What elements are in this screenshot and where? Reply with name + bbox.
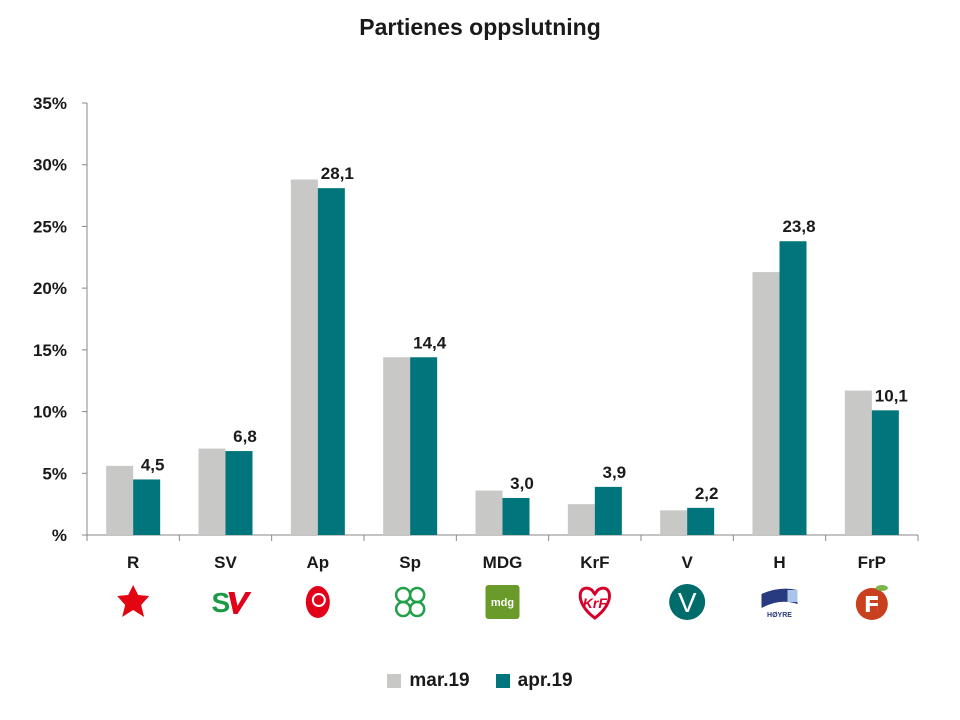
category-label: KrF: [580, 553, 609, 572]
y-tick-label: 30%: [33, 156, 67, 175]
data-label: 28,1: [321, 164, 354, 183]
category-label: Sp: [399, 553, 421, 572]
data-label: 6,8: [233, 427, 257, 446]
sv-v-shape: [228, 592, 252, 614]
bar-mar19-Sp: [383, 357, 411, 535]
category-label: FrP: [858, 553, 886, 572]
bar-apr19-SV: [225, 451, 253, 535]
y-tick-label: 25%: [33, 217, 67, 236]
rose-swirl: [311, 593, 326, 607]
data-label: 14,4: [413, 333, 447, 352]
legend-swatch: [387, 674, 402, 688]
bar-apr19-V: [687, 507, 715, 535]
mdg-box: [485, 585, 520, 619]
logo-krf-icon: KrF: [578, 586, 611, 620]
bar-mar19-MDG: [475, 490, 503, 535]
data-label: 23,8: [782, 217, 815, 236]
y-tick-label: %: [52, 526, 67, 545]
y-tick-label: 20%: [33, 279, 67, 298]
bar-apr19-Ap: [317, 188, 345, 535]
bar-mar19-SV: [198, 448, 226, 535]
legend-label: mar.19: [409, 670, 470, 691]
data-label: 3,9: [603, 463, 627, 482]
hoyre-text: HØYRE: [767, 612, 792, 619]
y-tick-label: 35%: [33, 94, 67, 113]
data-label: 3,0: [510, 474, 534, 493]
logo-ap-icon: [305, 586, 330, 618]
heart-shape: [578, 586, 611, 620]
y-tick-label: 5%: [42, 464, 67, 483]
krf-text: KrF: [583, 595, 608, 611]
legend-item-mar19: mar.19: [387, 670, 470, 692]
legend-item-apr19: apr.19: [495, 670, 573, 692]
logo-mdg-icon: mdg: [485, 585, 520, 619]
v-circle: [669, 584, 706, 620]
logo-sv-icon: S: [212, 587, 252, 618]
logo-sp-icon: [394, 586, 426, 618]
category-label: Ap: [306, 553, 329, 572]
y-tick-label: 10%: [33, 403, 67, 422]
apple-leaf: [875, 585, 888, 591]
logo-frp-icon: [855, 585, 888, 620]
category-label: MDG: [483, 553, 523, 572]
bar-mar19-V: [660, 510, 688, 535]
bar-apr19-KrF: [594, 486, 622, 535]
data-label: 10,1: [875, 386, 908, 405]
legend: mar.19 apr.19: [0, 670, 960, 692]
y-tick-label: 15%: [33, 341, 67, 360]
bar-apr19-FrP: [871, 410, 899, 535]
category-label: R: [127, 553, 139, 572]
clover-leaf: [408, 600, 426, 618]
bar-mar19-FrP: [844, 390, 872, 535]
logo-v-icon: V: [669, 584, 706, 620]
bar-apr19-Sp: [410, 357, 438, 535]
bar-mar19-KrF: [567, 504, 595, 535]
category-label: SV: [214, 553, 237, 572]
bar-apr19-R: [133, 479, 161, 535]
mdg-text: mdg: [491, 597, 514, 609]
bar-mar19-Ap: [290, 179, 318, 536]
category-label: H: [773, 553, 785, 572]
frp-f-cut: [869, 606, 878, 612]
bar-apr19-MDG: [502, 497, 530, 535]
data-label: 2,2: [695, 484, 719, 503]
flag-light: [787, 590, 798, 602]
category-label: V: [681, 553, 693, 572]
bar-apr19-H: [779, 241, 807, 536]
sv-letter: S: [212, 587, 231, 618]
legend-label: apr.19: [517, 670, 573, 691]
star-shape: [117, 585, 150, 617]
clover-leaf: [394, 600, 412, 618]
rose-shape: [305, 586, 330, 618]
bar-mar19-R: [106, 465, 134, 535]
frp-f-bar: [869, 600, 878, 603]
bar-mar19-H: [752, 272, 780, 535]
logo-r-icon: [117, 585, 150, 617]
clover-leaf: [394, 586, 412, 604]
logo-h-icon: HØYRE: [761, 588, 798, 619]
v-letter: V: [678, 587, 697, 618]
clover-leaf: [408, 586, 426, 604]
data-label: 4,5: [141, 455, 165, 474]
chart-title: Partienes oppslutning: [359, 14, 601, 40]
legend-swatch: [495, 674, 510, 688]
